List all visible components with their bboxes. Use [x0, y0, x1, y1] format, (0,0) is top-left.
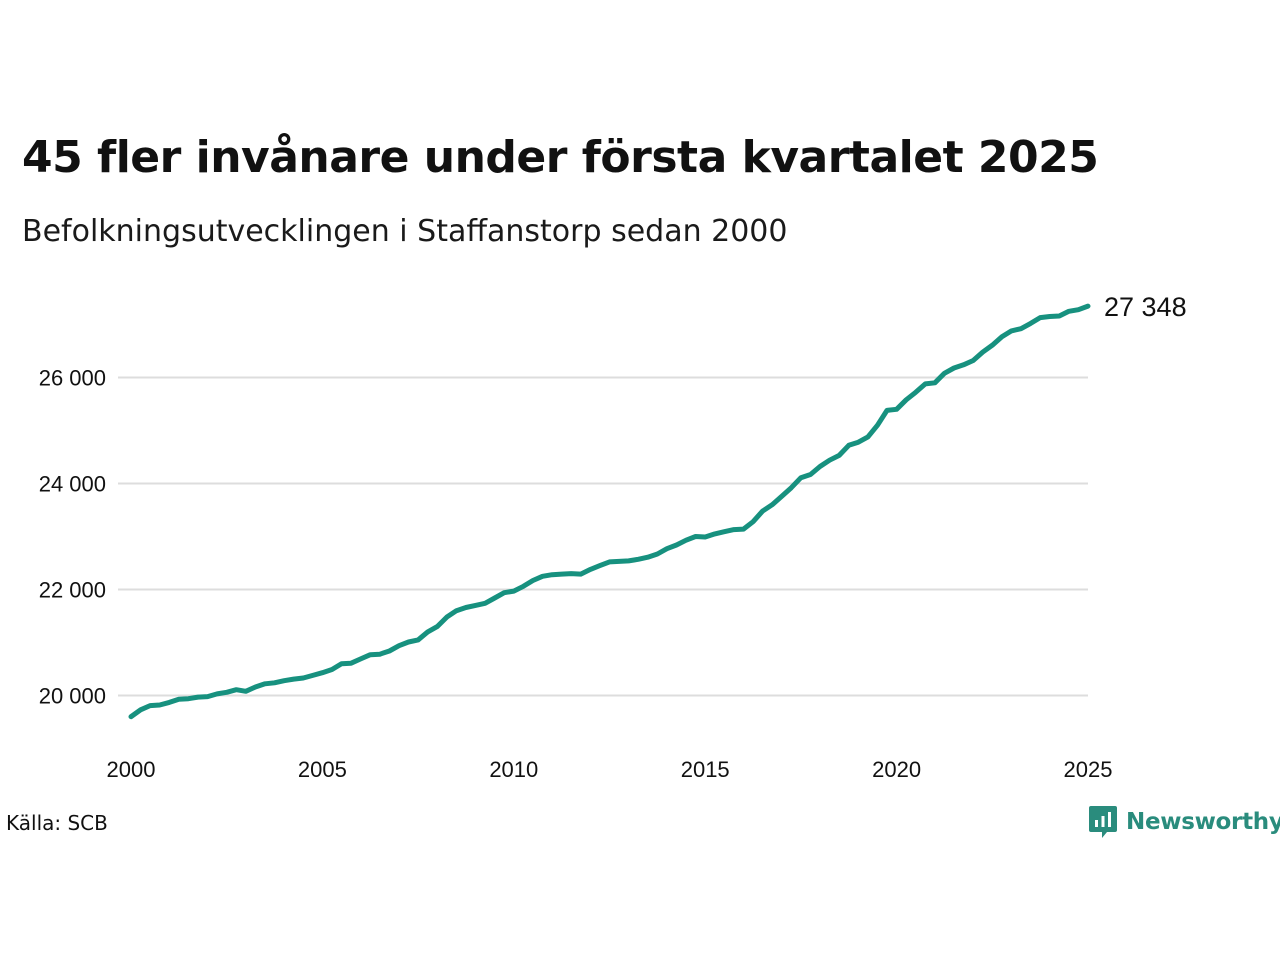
chart-subtitle: Befolkningsutvecklingen i Staffanstorp s…	[22, 214, 788, 249]
x-tick-label: 2005	[298, 757, 347, 782]
x-tick-label: 2010	[489, 757, 538, 782]
gridlines	[118, 376, 1088, 697]
series-line	[128, 303, 1091, 720]
y-tick-label: 24 000	[39, 472, 106, 497]
source-note: Källa: SCB	[6, 811, 108, 835]
brand-name: Newsworthy	[1126, 809, 1280, 835]
series-group	[128, 303, 1091, 720]
x-tick-label: 2020	[872, 757, 921, 782]
x-tick-label: 2025	[1064, 757, 1113, 782]
brand-logo: Newsworthy	[1088, 804, 1280, 840]
newsworthy-logo-icon	[1089, 806, 1117, 838]
x-tick-label: 2015	[681, 757, 730, 782]
end-value-label: 27 348	[1104, 292, 1187, 322]
x-axis-tick-labels: 2000 2005 2010 2015 2020 2025	[107, 757, 1113, 782]
y-tick-label: 22 000	[39, 578, 106, 603]
x-tick-label: 2000	[107, 757, 156, 782]
y-tick-label: 20 000	[39, 684, 106, 709]
y-tick-label: 26 000	[39, 366, 106, 391]
data-labels: 27 348	[1104, 292, 1187, 322]
y-axis-tick-labels: 20 000 22 000 24 000 26 000	[39, 366, 106, 709]
chart-title: 45 fler invånare under första kvartalet …	[22, 132, 1099, 183]
